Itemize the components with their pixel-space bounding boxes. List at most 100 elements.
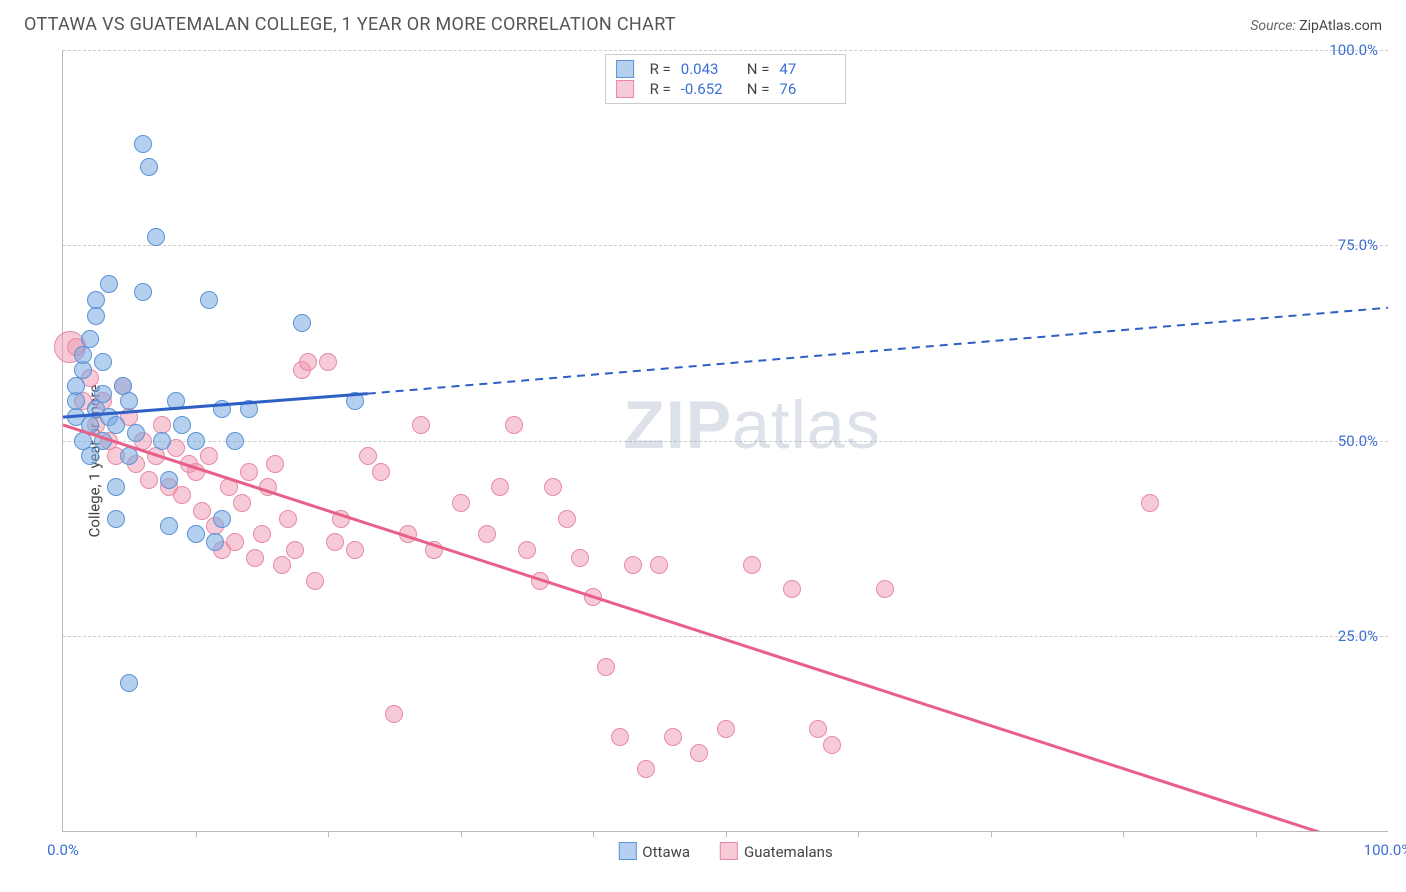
- watermark: ZIPatlas: [623, 386, 880, 464]
- scatter-point-guatemalans: [299, 353, 317, 371]
- scatter-point-guatemalans: [286, 541, 304, 559]
- scatter-point-ottawa: [107, 478, 125, 496]
- scatter-point-guatemalans: [558, 510, 576, 528]
- scatter-point-guatemalans: [385, 705, 403, 723]
- scatter-point-guatemalans: [273, 556, 291, 574]
- scatter-point-ottawa: [120, 674, 138, 692]
- scatter-point-guatemalans: [650, 556, 668, 574]
- scatter-point-guatemalans: [1141, 494, 1159, 512]
- scatter-point-guatemalans: [491, 478, 509, 496]
- legend-item-ottawa: Ottawa: [618, 842, 690, 861]
- swatch-pink: [616, 80, 634, 98]
- gridline: [63, 245, 1388, 246]
- scatter-point-ottawa: [346, 392, 364, 410]
- scatter-point-guatemalans: [306, 572, 324, 590]
- scatter-point-guatemalans: [823, 736, 841, 754]
- scatter-point-guatemalans: [319, 353, 337, 371]
- scatter-point-ottawa: [120, 447, 138, 465]
- scatter-point-guatemalans: [140, 471, 158, 489]
- legend-item-guatemalans: Guatemalans: [720, 842, 833, 861]
- scatter-point-guatemalans: [200, 447, 218, 465]
- scatter-point-guatemalans: [597, 658, 615, 676]
- scatter-point-guatemalans: [743, 556, 761, 574]
- scatter-point-ottawa: [200, 291, 218, 309]
- legend-row-guatemalans: R = -0.652 N = 76: [616, 79, 836, 99]
- scatter-point-guatemalans: [624, 556, 642, 574]
- scatter-point-guatemalans: [399, 525, 417, 543]
- scatter-point-guatemalans: [266, 455, 284, 473]
- scatter-point-guatemalans: [783, 580, 801, 598]
- plot-area: ZIPatlas R = 0.043 N = 47 R = -0.652 N =…: [62, 50, 1388, 832]
- scatter-point-guatemalans: [253, 525, 271, 543]
- scatter-point-ottawa: [213, 400, 231, 418]
- scatter-point-guatemalans: [259, 478, 277, 496]
- scatter-point-guatemalans: [220, 478, 238, 496]
- source-attribution: Source: ZipAtlas.com: [1250, 18, 1382, 34]
- scatter-point-ottawa: [167, 392, 185, 410]
- scatter-point-guatemalans: [518, 541, 536, 559]
- scatter-point-ottawa: [160, 517, 178, 535]
- scatter-point-ottawa: [206, 533, 224, 551]
- scatter-point-guatemalans: [690, 744, 708, 762]
- swatch-blue: [618, 842, 636, 860]
- scatter-point-guatemalans: [611, 728, 629, 746]
- scatter-point-ottawa: [67, 392, 85, 410]
- scatter-point-guatemalans: [359, 447, 377, 465]
- y-tick-label: 100.0%: [1329, 41, 1378, 59]
- x-tick: [461, 831, 462, 837]
- scatter-point-ottawa: [67, 377, 85, 395]
- x-tick: [1123, 831, 1124, 837]
- series-legend: Ottawa Guatemalans: [618, 842, 832, 861]
- scatter-point-guatemalans: [809, 720, 827, 738]
- scatter-point-guatemalans: [584, 588, 602, 606]
- gridline: [63, 50, 1388, 51]
- y-tick-label: 75.0%: [1338, 236, 1378, 254]
- scatter-point-ottawa: [134, 135, 152, 153]
- scatter-point-guatemalans: [372, 463, 390, 481]
- scatter-point-guatemalans: [412, 416, 430, 434]
- scatter-point-ottawa: [87, 307, 105, 325]
- x-tick: [1256, 831, 1257, 837]
- scatter-point-guatemalans: [246, 549, 264, 567]
- scatter-point-guatemalans: [233, 494, 251, 512]
- legend-row-ottawa: R = 0.043 N = 47: [616, 59, 836, 79]
- scatter-point-guatemalans: [279, 510, 297, 528]
- scatter-point-ottawa: [187, 432, 205, 450]
- scatter-point-ottawa: [213, 510, 231, 528]
- scatter-point-guatemalans: [478, 525, 496, 543]
- scatter-point-guatemalans: [876, 580, 894, 598]
- scatter-point-guatemalans: [326, 533, 344, 551]
- scatter-point-guatemalans: [571, 549, 589, 567]
- scatter-point-ottawa: [187, 525, 205, 543]
- x-tick: [593, 831, 594, 837]
- scatter-point-guatemalans: [544, 478, 562, 496]
- scatter-point-ottawa: [94, 353, 112, 371]
- scatter-point-ottawa: [100, 275, 118, 293]
- chart-title: OTTAWA VS GUATEMALAN COLLEGE, 1 YEAR OR …: [24, 14, 676, 35]
- scatter-point-guatemalans: [147, 447, 165, 465]
- scatter-point-guatemalans: [193, 502, 211, 520]
- scatter-point-guatemalans: [664, 728, 682, 746]
- scatter-point-guatemalans: [332, 510, 350, 528]
- x-tick-label: 0.0%: [47, 841, 79, 859]
- x-tick: [726, 831, 727, 837]
- scatter-point-guatemalans: [187, 463, 205, 481]
- scatter-point-ottawa: [147, 228, 165, 246]
- scatter-point-ottawa: [134, 283, 152, 301]
- scatter-point-guatemalans: [173, 486, 191, 504]
- scatter-point-ottawa: [74, 361, 92, 379]
- swatch-blue: [616, 60, 634, 78]
- scatter-point-ottawa: [120, 392, 138, 410]
- scatter-point-ottawa: [153, 432, 171, 450]
- scatter-point-guatemalans: [226, 533, 244, 551]
- y-tick-label: 25.0%: [1338, 627, 1378, 645]
- scatter-point-guatemalans: [637, 760, 655, 778]
- scatter-point-ottawa: [160, 471, 178, 489]
- scatter-point-ottawa: [127, 424, 145, 442]
- scatter-point-guatemalans: [505, 416, 523, 434]
- gridline: [63, 441, 1388, 442]
- scatter-point-ottawa: [94, 385, 112, 403]
- scatter-point-ottawa: [226, 432, 244, 450]
- scatter-point-ottawa: [81, 330, 99, 348]
- scatter-point-ottawa: [81, 416, 99, 434]
